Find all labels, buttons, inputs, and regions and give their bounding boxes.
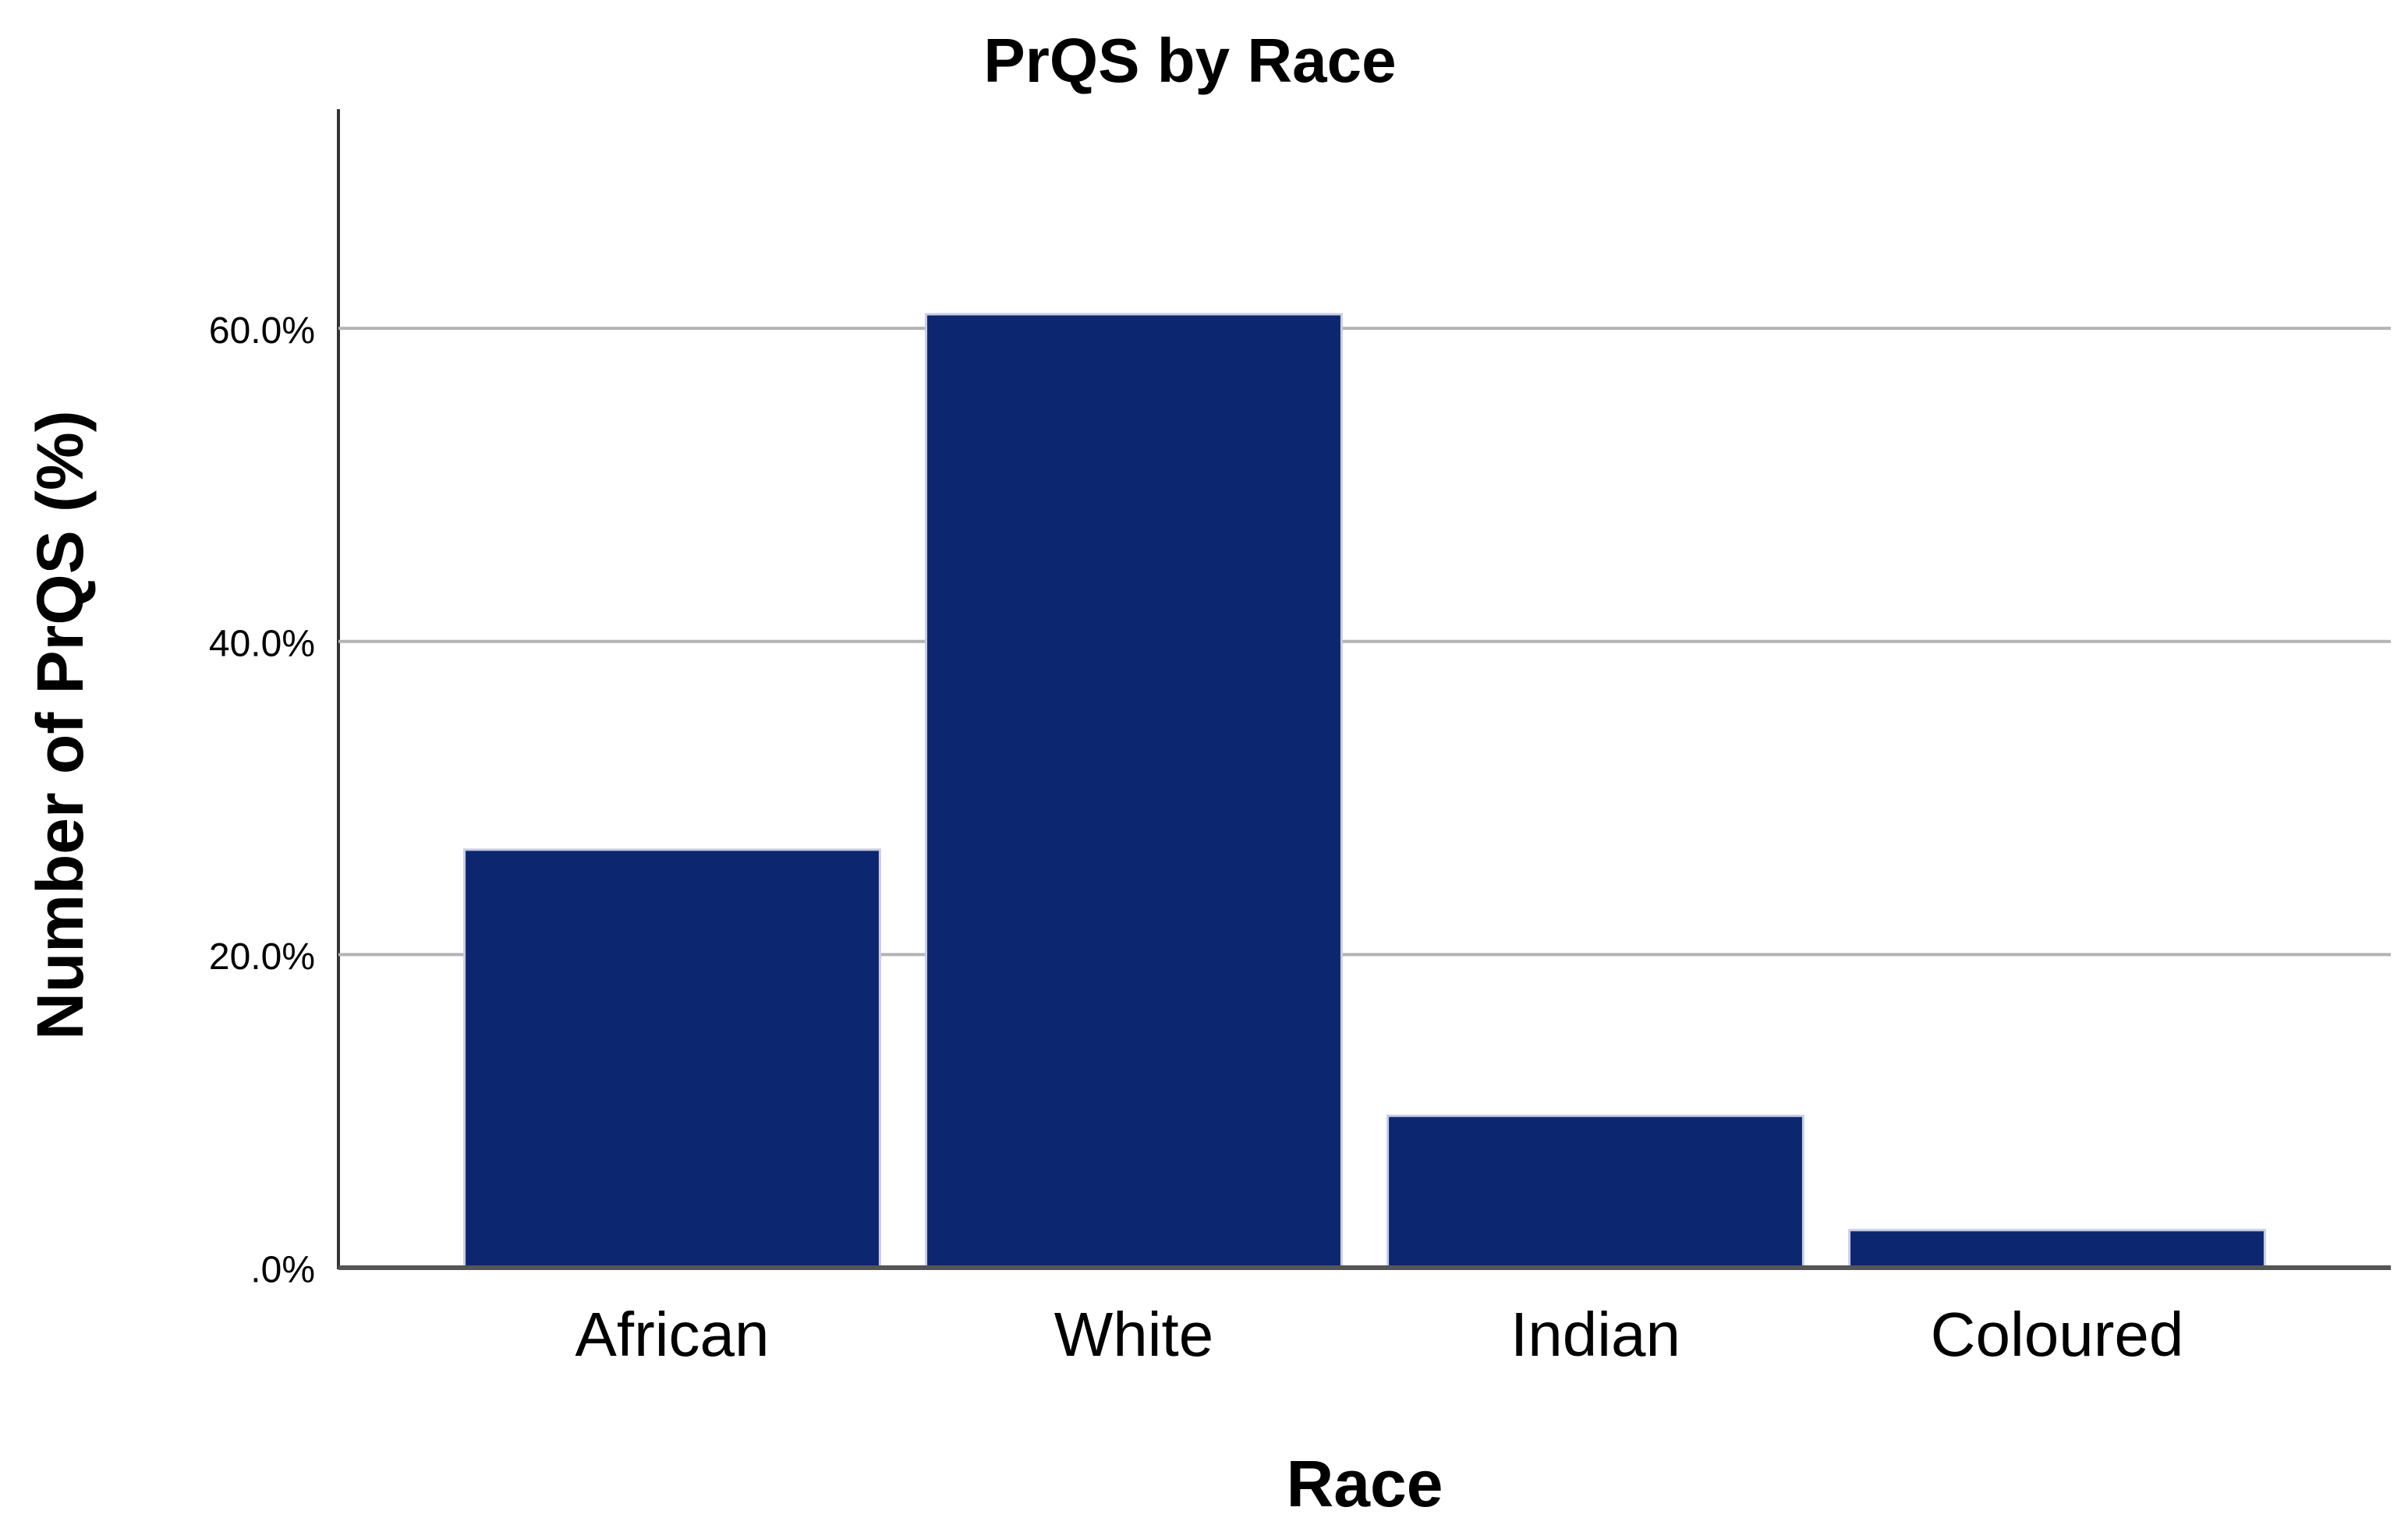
bar (463, 848, 881, 1269)
bar (1386, 1114, 1804, 1269)
x-tick-label: Coloured (1931, 1300, 2184, 1369)
chart-title: PrQS by Race (983, 26, 1396, 95)
x-tick-label: African (575, 1300, 770, 1369)
bar (1848, 1229, 2266, 1269)
x-axis-title: Race (1287, 1447, 1443, 1520)
x-tick-label: Indian (1510, 1300, 1680, 1369)
y-tick-label: 60.0% (209, 310, 315, 352)
y-axis-title: Number of PrQS (%) (23, 410, 97, 1039)
y-tick-label: 40.0% (209, 623, 315, 664)
y-tick-label: .0% (250, 1250, 315, 1291)
x-tick-label: White (1054, 1300, 1214, 1369)
y-tick-label: 20.0% (209, 936, 315, 978)
bar (925, 313, 1343, 1269)
